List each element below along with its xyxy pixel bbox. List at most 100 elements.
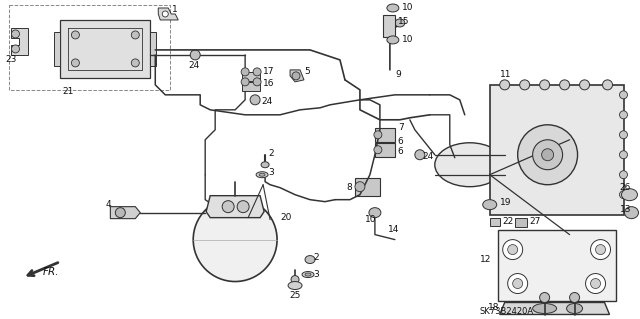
Ellipse shape xyxy=(508,274,527,293)
Ellipse shape xyxy=(253,68,261,76)
Text: 2: 2 xyxy=(313,253,319,262)
Text: 24: 24 xyxy=(261,97,273,106)
Polygon shape xyxy=(206,196,264,218)
Ellipse shape xyxy=(518,125,577,185)
Text: 14: 14 xyxy=(388,225,399,234)
Ellipse shape xyxy=(387,4,399,12)
Bar xyxy=(60,20,150,78)
Polygon shape xyxy=(110,207,140,219)
Polygon shape xyxy=(54,32,60,66)
Ellipse shape xyxy=(580,80,589,90)
Text: 6: 6 xyxy=(398,137,404,146)
Ellipse shape xyxy=(12,45,19,53)
Ellipse shape xyxy=(259,173,265,176)
Ellipse shape xyxy=(72,31,79,39)
Ellipse shape xyxy=(250,95,260,105)
Bar xyxy=(383,15,395,37)
Ellipse shape xyxy=(502,240,523,260)
Text: 24: 24 xyxy=(188,61,200,70)
Text: 2: 2 xyxy=(268,149,274,158)
Text: 3: 3 xyxy=(268,168,274,177)
Ellipse shape xyxy=(566,303,582,314)
Ellipse shape xyxy=(591,240,611,260)
Bar xyxy=(490,85,625,215)
Bar xyxy=(355,178,380,196)
Bar xyxy=(490,218,500,226)
Ellipse shape xyxy=(237,201,249,213)
Ellipse shape xyxy=(305,273,311,276)
Ellipse shape xyxy=(513,278,523,288)
Ellipse shape xyxy=(115,208,125,218)
Bar xyxy=(242,72,260,81)
Ellipse shape xyxy=(586,274,605,293)
Text: 10: 10 xyxy=(402,35,413,44)
Bar xyxy=(515,218,527,226)
Ellipse shape xyxy=(374,146,382,154)
Ellipse shape xyxy=(540,80,550,90)
Ellipse shape xyxy=(256,172,268,178)
Text: 25: 25 xyxy=(289,291,301,300)
Ellipse shape xyxy=(620,191,627,199)
Text: 3: 3 xyxy=(313,270,319,279)
Ellipse shape xyxy=(520,80,530,90)
Ellipse shape xyxy=(222,201,234,213)
Ellipse shape xyxy=(591,278,600,288)
Ellipse shape xyxy=(541,149,554,161)
Text: 24: 24 xyxy=(423,152,434,161)
Ellipse shape xyxy=(288,282,302,290)
Bar xyxy=(242,82,260,91)
Ellipse shape xyxy=(131,31,140,39)
Text: 10: 10 xyxy=(365,215,376,224)
Ellipse shape xyxy=(620,111,627,119)
Ellipse shape xyxy=(190,50,200,60)
Text: 7: 7 xyxy=(398,123,404,132)
Ellipse shape xyxy=(291,276,299,284)
Text: 17: 17 xyxy=(263,67,275,76)
Ellipse shape xyxy=(620,171,627,179)
Text: 21: 21 xyxy=(63,87,74,96)
Text: 20: 20 xyxy=(280,213,291,222)
Text: FR.: FR. xyxy=(42,267,59,277)
Text: 1: 1 xyxy=(172,5,178,14)
Text: 19: 19 xyxy=(500,198,511,207)
Ellipse shape xyxy=(387,36,399,44)
Text: 26: 26 xyxy=(620,183,631,192)
Ellipse shape xyxy=(415,150,425,160)
Ellipse shape xyxy=(261,162,269,168)
Ellipse shape xyxy=(241,68,249,76)
Ellipse shape xyxy=(305,256,315,263)
Text: 6: 6 xyxy=(398,147,404,156)
Text: 4: 4 xyxy=(106,200,111,209)
Ellipse shape xyxy=(369,208,381,218)
Text: 22: 22 xyxy=(502,217,514,226)
Text: 9: 9 xyxy=(395,70,401,79)
Ellipse shape xyxy=(395,19,405,27)
Text: 15: 15 xyxy=(398,18,410,26)
Text: 27: 27 xyxy=(530,217,541,226)
Text: 8: 8 xyxy=(346,183,352,192)
Ellipse shape xyxy=(292,72,300,80)
Text: 11: 11 xyxy=(500,70,511,79)
Bar xyxy=(375,143,395,157)
Text: SK73B2420A: SK73B2420A xyxy=(480,308,534,316)
Bar xyxy=(8,5,170,90)
Bar xyxy=(375,128,395,142)
Ellipse shape xyxy=(500,80,509,90)
Ellipse shape xyxy=(620,131,627,139)
Ellipse shape xyxy=(72,59,79,67)
Ellipse shape xyxy=(559,80,570,90)
Ellipse shape xyxy=(374,131,382,139)
Ellipse shape xyxy=(253,78,261,86)
Ellipse shape xyxy=(620,91,627,99)
Ellipse shape xyxy=(532,140,563,170)
Text: 13: 13 xyxy=(620,205,631,214)
Text: 23: 23 xyxy=(6,56,17,64)
Ellipse shape xyxy=(435,143,505,187)
Ellipse shape xyxy=(596,245,605,255)
Ellipse shape xyxy=(483,200,497,210)
Text: 5: 5 xyxy=(304,67,310,76)
Ellipse shape xyxy=(570,293,580,302)
Polygon shape xyxy=(500,302,609,315)
Ellipse shape xyxy=(131,59,140,67)
Ellipse shape xyxy=(540,293,550,302)
